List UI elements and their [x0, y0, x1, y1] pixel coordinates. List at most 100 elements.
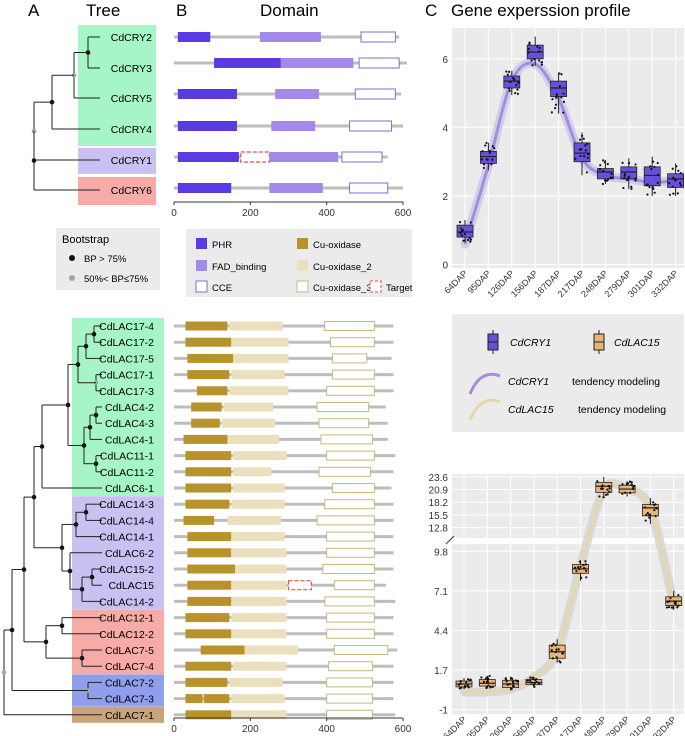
bootstrap-legend-dot — [69, 255, 75, 261]
domain-top-tick-label: 200 — [242, 208, 259, 219]
cry-row-2-fad-binding-domain — [280, 58, 354, 68]
cry-point-95DAP — [480, 158, 484, 161]
cry-point-279DAP — [622, 186, 625, 190]
lac-point-248DAP — [608, 490, 611, 493]
cry-point-156DAP — [527, 47, 530, 51]
lac-point-95DAP — [480, 676, 483, 679]
lac-row-13-cu-oxidase-domain — [183, 515, 215, 525]
lac-point-279DAP — [621, 483, 624, 486]
cry-point-332DAP — [677, 169, 680, 172]
cry-point-126DAP — [506, 73, 509, 76]
lac-row-22-cu-oxidase-domain — [185, 661, 232, 671]
lac-box-301DAP — [642, 504, 659, 517]
cry-point-95DAP — [484, 144, 487, 147]
cry-point-248DAP — [602, 169, 605, 172]
lac-row-12-cu-oxidase-2-domain — [231, 499, 285, 509]
lac-row-16-cu-oxidase-2-domain — [235, 564, 287, 574]
cry-point-187DAP — [562, 100, 566, 103]
lac-point-217DAP — [573, 566, 577, 569]
cry-point-187DAP — [555, 92, 558, 96]
gene-label-CdLAC6-1: CdLAC6-1 — [105, 483, 154, 495]
cry-row-6-fad-binding-domain — [269, 183, 323, 193]
lac-point-279DAP — [630, 483, 633, 486]
cry-point-64DAP — [469, 238, 473, 241]
lac-row-2-cu-oxidase-3-domain — [329, 337, 375, 348]
lac-point-248DAP — [602, 496, 605, 499]
lac-point-126DAP — [510, 677, 513, 680]
panel-b-letter: B — [176, 1, 187, 20]
cry-point-126DAP — [514, 91, 517, 95]
cry-point-95DAP — [481, 150, 484, 153]
cry-point-64DAP — [467, 238, 470, 242]
lac-row-25-cu-oxidase-3-domain — [326, 709, 373, 720]
lac-point-156DAP — [526, 679, 530, 682]
gene-label-CdLAC17-3: CdLAC17-3 — [99, 386, 154, 398]
lac-row-14-cu-oxidase-domain — [187, 532, 232, 542]
cry-row-4-phr-domain — [177, 121, 237, 131]
bootstrap-legend-label: BP > 75% — [84, 254, 127, 265]
gene-label-CdLAC17-4: CdLAC17-4 — [99, 321, 154, 333]
domain-top-tick-label: 0 — [171, 208, 177, 219]
lac-row-1-cu-oxidase-domain — [185, 321, 228, 331]
cry-point-126DAP — [516, 92, 520, 96]
lac-xtick-label: 126DAP — [484, 714, 515, 736]
lac-row-8-cu-oxidase-3-domain — [320, 434, 373, 445]
gene-label-CdCRY2: CdCRY2 — [111, 32, 152, 44]
lac-point-248DAP — [601, 487, 604, 490]
lac-point-156DAP — [531, 677, 534, 680]
lac-row-18-cu-oxidase-domain — [187, 596, 232, 606]
lac-xtick-label: 279DAP — [601, 714, 632, 736]
lac-row-9-cu-oxidase-3-domain — [326, 450, 375, 461]
lac-point-279DAP — [627, 482, 630, 485]
lac-point-95DAP — [491, 685, 494, 689]
cry-row-3-cce-domain — [354, 88, 396, 100]
domain-legend-label: Cu-oxidase — [313, 240, 361, 251]
cry-point-332DAP — [679, 184, 682, 187]
lac-point-332DAP — [667, 605, 671, 609]
lac-row-3-cu-oxidase-domain — [187, 353, 234, 363]
cry-point-332DAP — [671, 185, 674, 188]
lac-row-1-cu-oxidase-2-domain — [229, 321, 283, 331]
cry-point-95DAP — [485, 158, 488, 161]
lac-point-301DAP — [654, 503, 657, 506]
lac-point-187DAP — [552, 642, 555, 645]
cry-point-332DAP — [672, 176, 675, 179]
cry-row-2-cce-domain — [358, 57, 400, 69]
lac-point-156DAP — [535, 678, 538, 681]
cry-point-217DAP — [585, 171, 588, 174]
lac-row-21-cu-oxidase-3-domain — [333, 645, 389, 655]
lac-ytick-lower-label: 9.8 — [434, 547, 448, 558]
lac-point-156DAP — [532, 683, 535, 687]
legend-cry-curve — [468, 372, 501, 395]
lac-row-5-cu-oxidase-domain — [196, 386, 228, 396]
cry-row-1-cce-domain — [360, 31, 396, 43]
cry-point-156DAP — [533, 57, 536, 61]
panel-a-title: Tree — [86, 1, 120, 20]
cry-point-301DAP — [649, 165, 652, 168]
cry-point-279DAP — [630, 187, 633, 190]
cry-point-301DAP — [656, 181, 659, 184]
lac-point-279DAP — [621, 492, 624, 495]
cry-point-187DAP — [560, 73, 563, 76]
cry-point-248DAP — [599, 164, 602, 167]
lac-row-7-cu-oxidase-domain — [191, 418, 220, 428]
lac-point-64DAP — [468, 679, 471, 682]
cry-point-126DAP — [513, 78, 516, 81]
lac-row-12-cu-oxidase-domain — [185, 499, 230, 509]
domain-legend-label: Cu-oxidase_3 — [313, 283, 372, 294]
lac-row-24-cu-oxidase-3-domain — [326, 693, 373, 704]
lac-point-126DAP — [506, 683, 509, 686]
lac-row-15-cu-oxidase-3-domain — [326, 547, 375, 558]
cry-point-156DAP — [538, 59, 541, 62]
cry-point-217DAP — [587, 153, 590, 156]
lac-row-5-cu-oxidase-3-domain — [326, 385, 375, 396]
lac-point-187DAP — [551, 657, 555, 660]
cry-point-332DAP — [676, 192, 679, 195]
lac-expression-chart: 12.8 15.5 18.220.9 23.6 -1 1.7 4.4 7.1 9.8 64DAP9… — [429, 473, 684, 736]
cry-point-248DAP — [606, 178, 610, 181]
lac-point-64DAP — [467, 678, 470, 681]
lac-row-3-cu-oxidase-3-domain — [331, 353, 368, 364]
bootstrap-node-low — [1, 670, 7, 675]
cry-ytick-label: 0 — [442, 261, 448, 272]
lac-point-126DAP — [504, 678, 507, 681]
